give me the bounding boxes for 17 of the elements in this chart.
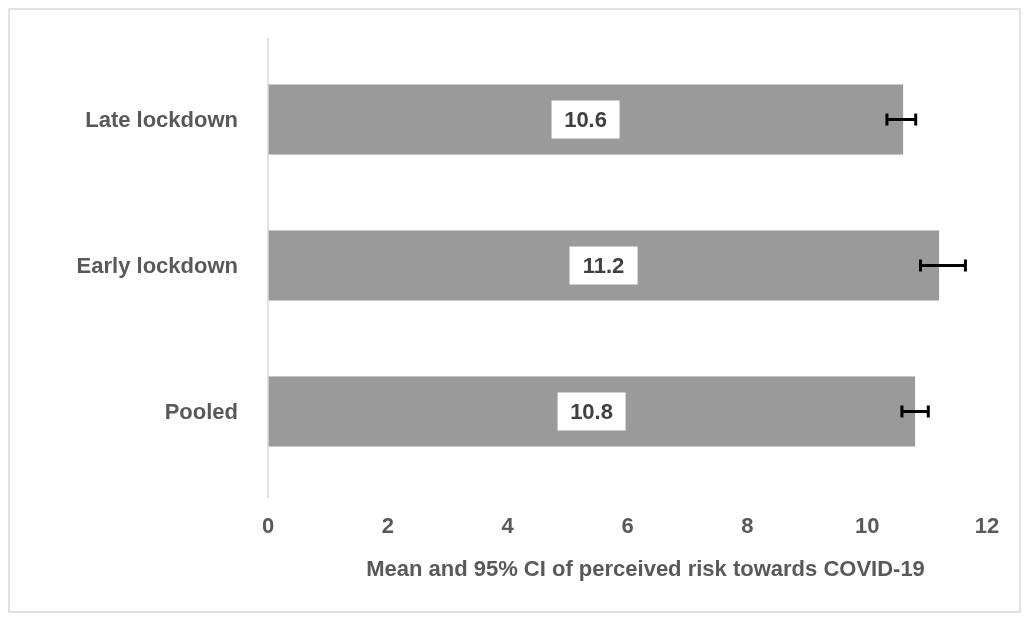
- y-tick-label: Pooled: [164, 399, 238, 425]
- x-tick-label: 12: [974, 513, 1000, 538]
- y-tick-label: Early lockdown: [76, 253, 238, 279]
- bar: [268, 376, 916, 447]
- bar: [268, 230, 940, 301]
- data-label: 10.6: [564, 107, 607, 133]
- x-tick-label: 10: [854, 513, 880, 538]
- x-tick-label: 0: [261, 513, 275, 538]
- x-tick-label: 2: [381, 513, 394, 538]
- data-label: 11.2: [582, 253, 625, 279]
- data-label: 10.8: [570, 399, 613, 425]
- x-tick-label: 8: [741, 513, 754, 538]
- x-tick-label: 6: [621, 513, 634, 538]
- x-axis-title: Mean and 95% CI of perceived risk towards COVID-19: [366, 556, 925, 581]
- y-tick-label: Late lockdown: [85, 107, 238, 133]
- bar: [268, 84, 904, 155]
- x-tick-label: 4: [501, 513, 515, 538]
